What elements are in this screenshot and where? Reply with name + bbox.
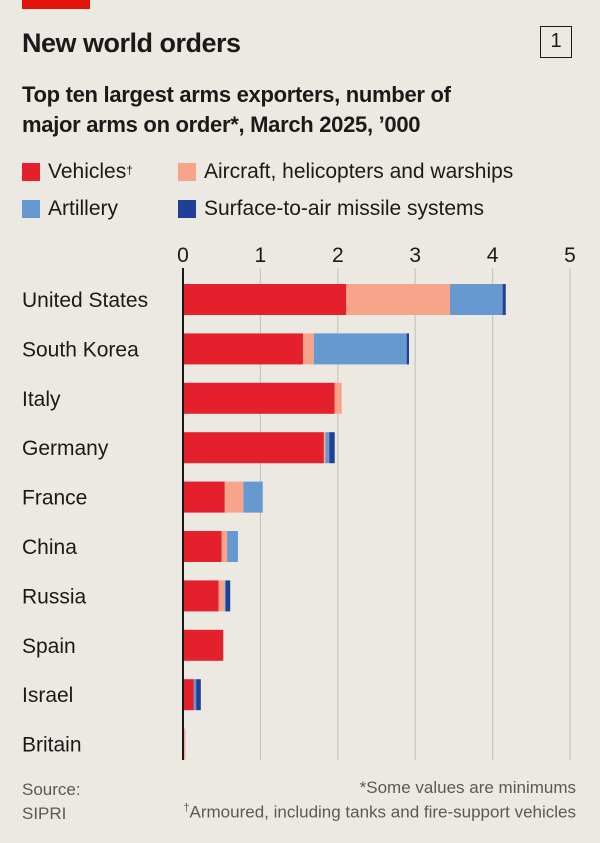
- category-label: France: [22, 487, 87, 510]
- bar-segment: [183, 432, 324, 464]
- bar-segment: [450, 284, 503, 315]
- category-label: South Korea: [22, 338, 139, 361]
- bar-segment: [183, 728, 186, 760]
- legend-label-aircraft: Aircraft, helicopters and warships: [204, 160, 514, 183]
- legend-label-sam: Surface-to-air missile systems: [204, 197, 485, 220]
- legend-dagger: †: [126, 163, 133, 177]
- category-label: Italy: [22, 388, 61, 411]
- bar-segment: [243, 481, 263, 513]
- category-label: Spain: [22, 635, 76, 658]
- category-label: Germany: [22, 437, 109, 460]
- bar-segment: [183, 531, 222, 562]
- footnote-armoured: †Armoured, including tanks and fire-supp…: [183, 802, 576, 823]
- bar-segment: [313, 333, 407, 365]
- bar-segment: [334, 382, 342, 414]
- footnote-dagger: †: [183, 802, 190, 814]
- bar-segment: [329, 432, 335, 464]
- bar-segment: [502, 284, 506, 315]
- subtitle-line-2: major arms on order*, March 2025, ’000: [22, 112, 421, 137]
- x-tick-label: 5: [564, 244, 576, 267]
- legend-artillery: Artillery: [22, 197, 118, 221]
- bar-segment: [183, 284, 347, 315]
- legend-swatch-aircraft: [178, 163, 196, 181]
- brand-bar: [22, 0, 90, 9]
- source-name: SIPRI: [22, 804, 67, 823]
- category-label: United States: [22, 289, 148, 312]
- bar-segment: [183, 481, 225, 513]
- bar-segment: [325, 432, 330, 464]
- legend-swatch-vehicles: [22, 163, 40, 181]
- subtitle-line-1: Top ten largest arms exporters, number o…: [22, 82, 451, 107]
- bar-segment: [323, 432, 326, 464]
- footnote-armoured-text: Armoured, including tanks and fire-suppo…: [189, 802, 576, 822]
- category-label: Russia: [22, 585, 87, 608]
- x-tick-label: 1: [255, 244, 267, 267]
- bar-segment: [183, 333, 303, 365]
- legend-sam: Surface-to-air missile systems: [178, 197, 484, 221]
- chart-subtitle: Top ten largest arms exporters, number o…: [22, 80, 582, 140]
- chart-number-badge: 1: [540, 26, 572, 58]
- x-tick-label: 2: [332, 244, 344, 267]
- bar-segment: [196, 679, 201, 711]
- bar-segment: [225, 580, 231, 612]
- footnote-minimums: *Some values are minimums: [359, 778, 576, 797]
- bar-segment: [218, 580, 225, 612]
- bar-segment: [406, 333, 410, 365]
- bar-segment: [183, 629, 224, 661]
- legend-swatch-artillery: [22, 200, 40, 218]
- x-tick-label: 3: [409, 244, 421, 267]
- bar-segment: [183, 382, 335, 414]
- legend-vehicles: Vehicles †: [22, 160, 133, 184]
- x-tick-label: 4: [487, 244, 499, 267]
- category-label: Israel: [22, 684, 73, 707]
- bar-segment: [346, 284, 451, 315]
- bar-segment: [227, 531, 238, 562]
- bar-segment: [193, 679, 197, 711]
- source: Source: SIPRI: [22, 778, 81, 826]
- legend-swatch-sam: [178, 200, 196, 218]
- legend-aircraft: Aircraft, helicopters and warships: [178, 160, 513, 184]
- bar-segment: [302, 333, 314, 365]
- bar-segment: [183, 580, 219, 612]
- bar-segment: [224, 580, 226, 612]
- bar-segment: [221, 531, 228, 562]
- source-label: Source:: [22, 780, 81, 799]
- bar-segment: [183, 679, 194, 711]
- chart-title: New world orders: [22, 28, 241, 58]
- legend-label-artillery: Artillery: [48, 197, 119, 220]
- bar-segment: [224, 481, 244, 513]
- x-tick-label: 0: [177, 244, 189, 267]
- legend-label-vehicles: Vehicles: [48, 160, 127, 183]
- category-label: Britain: [22, 734, 82, 757]
- category-label: China: [22, 536, 77, 559]
